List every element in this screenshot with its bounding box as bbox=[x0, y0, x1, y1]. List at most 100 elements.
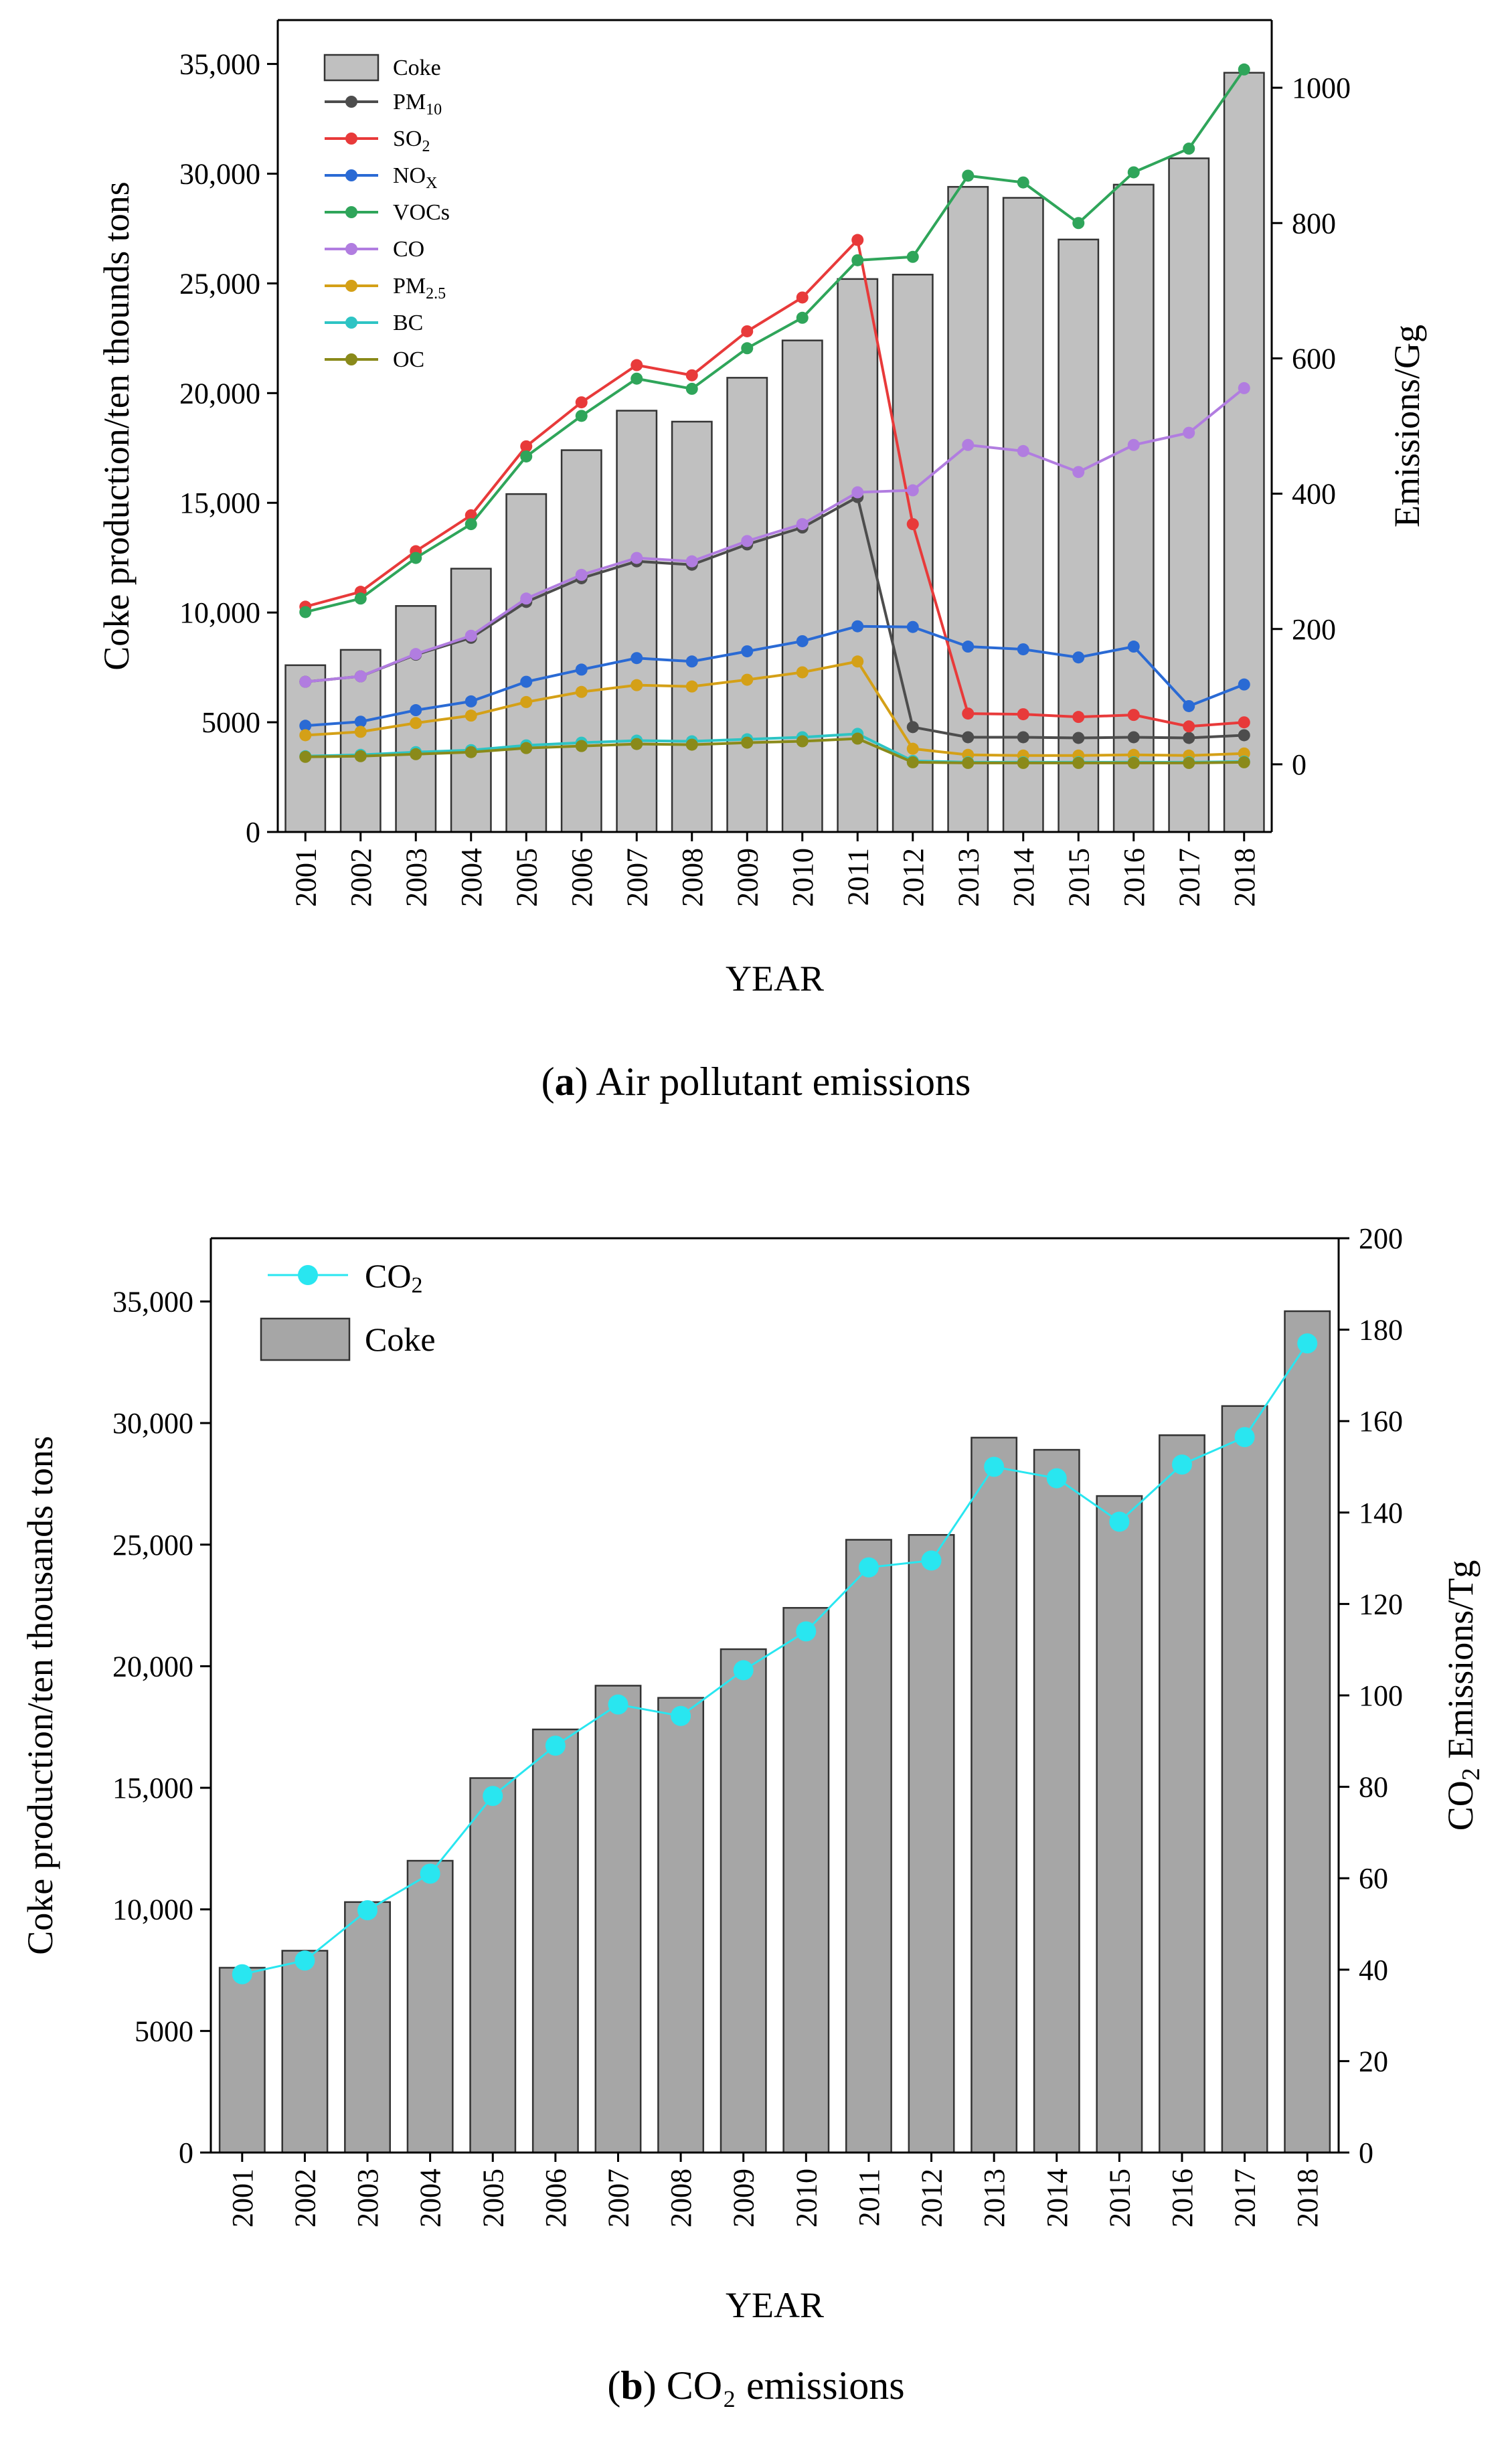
chart-a-series-oc-point-2015 bbox=[1072, 756, 1085, 769]
chart-a-xtick-label: 2009 bbox=[731, 848, 764, 907]
chart-a-ytick-label: 35,000 bbox=[179, 48, 260, 81]
chart-a-series-vocs-point-2004 bbox=[465, 518, 477, 531]
chart-a-series-nox-point-2018 bbox=[1238, 678, 1250, 691]
chart-b-y2tick-label: 160 bbox=[1359, 1405, 1403, 1438]
chart-a-series-vocs-point-2012 bbox=[906, 250, 919, 263]
chart-a-series-co-point-2014 bbox=[1017, 444, 1029, 457]
chart-b-ytick-label: 0 bbox=[179, 2136, 193, 2169]
chart-a-series-oc-point-2005 bbox=[520, 742, 533, 754]
chart-a-series-nox-point-2007 bbox=[631, 652, 643, 665]
chart-a-series-oc-point-2001 bbox=[299, 750, 312, 763]
chart-b-bar-2008 bbox=[657, 1697, 705, 2154]
chart-a-series-oc-point-2018 bbox=[1238, 756, 1250, 768]
chart-b-bar-2014 bbox=[1033, 1448, 1080, 2154]
chart-b-xtick-label: 2011 bbox=[853, 2169, 886, 2226]
chart-a-y2tick-label: 600 bbox=[1292, 342, 1336, 375]
chart-b-bar-2017 bbox=[1221, 1405, 1268, 2154]
chart-b-y2tick-label: 120 bbox=[1359, 1588, 1403, 1620]
chart-a-ytick-label: 10,000 bbox=[179, 596, 260, 629]
chart-a-series-oc-point-2010 bbox=[796, 735, 809, 748]
chart-a-legend-pm10-label-sub: 10 bbox=[426, 101, 442, 118]
chart-a-series-nox-point-2001 bbox=[299, 720, 312, 732]
chart-a-series-co-point-2012 bbox=[906, 484, 919, 497]
chart-b-series-co2-point-2009 bbox=[733, 1660, 754, 1681]
chart-a-legend-pm10-label: PM10 bbox=[393, 90, 442, 118]
chart-a-series-vocs-line bbox=[305, 68, 1246, 614]
chart-a-bar-2001 bbox=[284, 664, 327, 833]
chart-b-bar-2009 bbox=[720, 1648, 767, 2154]
chart-a-series-co-point-2003 bbox=[410, 648, 422, 661]
chart-b-bar-2003 bbox=[344, 1901, 391, 2154]
chart-b-xtick-label: 2015 bbox=[1103, 2169, 1136, 2228]
chart-a-series-so2-line bbox=[305, 237, 1244, 728]
chart-a-bar-2007 bbox=[616, 410, 658, 833]
chart-a-ytick-label: 5000 bbox=[201, 706, 260, 739]
caption-a-label: a bbox=[554, 1060, 575, 1104]
chart-b-bar-2018 bbox=[1284, 1310, 1331, 2154]
chart-a-series-pm25-point-2005 bbox=[520, 695, 533, 708]
caption-b-text: CO₂ emissions bbox=[666, 2363, 905, 2408]
chart-a-series-oc-point-2009 bbox=[741, 736, 754, 749]
chart-b-legend-coke-label: Coke bbox=[365, 1321, 436, 1358]
chart-a-series-so2-point-2006 bbox=[575, 396, 588, 409]
chart-a-series-oc-point-2003 bbox=[410, 748, 422, 760]
chart-b-series-co2-point-2011 bbox=[858, 1557, 879, 1578]
chart-b-bar-2005 bbox=[469, 1777, 517, 2154]
chart-a-series-vocs-point-2017 bbox=[1183, 143, 1195, 155]
chart-a-series-pm25-line bbox=[305, 660, 1244, 757]
chart-a-series-nox-point-2006 bbox=[575, 663, 588, 676]
chart-a-series-pm10-point-2015 bbox=[1072, 732, 1085, 744]
chart-a-series-pm25-point-2009 bbox=[741, 673, 754, 686]
chart-b-series-co2-point-2002 bbox=[295, 1950, 315, 1971]
chart-a-series-pm10-point-2014 bbox=[1017, 731, 1029, 744]
chart-a-series-oc-point-2014 bbox=[1017, 756, 1029, 769]
chart-a-series-oc-point-2012 bbox=[906, 756, 919, 768]
chart-b-y2tick-label: 180 bbox=[1359, 1314, 1403, 1347]
chart-a-ytick-label: 15,000 bbox=[179, 487, 260, 519]
chart-b-bar-2012 bbox=[908, 1533, 955, 2154]
chart-a-legend-so2-label-main: SO bbox=[393, 127, 422, 151]
chart-b-series-co2-point-2006 bbox=[545, 1736, 566, 1756]
chart-b-xtick-label: 2001 bbox=[226, 2169, 259, 2228]
chart-a-xtick-label: 2012 bbox=[897, 848, 930, 907]
chart-a-series-vocs-point-2015 bbox=[1072, 217, 1085, 230]
chart-b-y2tick-label: 80 bbox=[1359, 1771, 1388, 1804]
chart-b-series-co2-point-2014 bbox=[1046, 1468, 1067, 1489]
chart-a-legend-pm25-label-sub: 2.5 bbox=[426, 285, 446, 303]
chart-a-series-oc-point-2008 bbox=[685, 738, 698, 751]
chart-a-legend-vocs-marker bbox=[345, 206, 357, 218]
chart-b-legend-co2-label-main: CO bbox=[365, 1257, 411, 1294]
chart-b-xtick-label: 2010 bbox=[790, 2169, 823, 2228]
chart-b-ytick-label: 35,000 bbox=[112, 1285, 193, 1318]
chart-b-ytick-label: 10,000 bbox=[112, 1894, 193, 1926]
chart-b-xtick-label: 2016 bbox=[1166, 2169, 1199, 2228]
chart-a-series-vocs-point-2014 bbox=[1017, 176, 1029, 189]
chart-a-series-oc-point-2016 bbox=[1127, 756, 1140, 769]
chart-b-xtick-label: 2002 bbox=[288, 2169, 321, 2228]
chart-a-xtick-label: 2015 bbox=[1062, 848, 1095, 907]
chart-a-xtick-label: 2016 bbox=[1118, 848, 1151, 907]
chart-a-legend-pm25-label-main: PM bbox=[393, 274, 426, 299]
chart-a-xtick-label: 2004 bbox=[455, 848, 488, 907]
chart-a-series-nox-point-2010 bbox=[796, 635, 809, 647]
chart-b-series-co2-point-2001 bbox=[232, 1964, 252, 1985]
chart-b-bar-2006 bbox=[531, 1728, 579, 2154]
chart-a-series-co-point-2009 bbox=[741, 535, 754, 548]
caption-a-text: Air pollutant emissions bbox=[596, 1060, 971, 1104]
chart-a-bar-2010 bbox=[781, 339, 823, 833]
chart-b-bar-2004 bbox=[406, 1859, 454, 2154]
chart-a-series-co-point-2010 bbox=[796, 518, 809, 531]
chart-b-y2-title-sub: 2 bbox=[1457, 1768, 1485, 1780]
chart-b-xtick-label: 2005 bbox=[477, 2169, 509, 2228]
chart-b-bar-2015 bbox=[1096, 1495, 1143, 2154]
chart-a-legend-oc-label-main: OC bbox=[393, 347, 424, 372]
chart-a-series-pm10-point-2017 bbox=[1183, 732, 1195, 744]
chart-a-series-co-point-2008 bbox=[685, 555, 698, 568]
chart-b-bar-2016 bbox=[1159, 1434, 1205, 2154]
chart-a-series-so2-point-2013 bbox=[962, 707, 975, 720]
chart-a-series-nox-point-2012 bbox=[906, 620, 919, 633]
chart-a-legend-so2-marker bbox=[345, 133, 357, 145]
chart-a-series-vocs-point-2011 bbox=[851, 254, 864, 266]
chart-a-series-so2-point-2009 bbox=[741, 325, 754, 337]
chart-a-series-vocs-point-2005 bbox=[520, 450, 533, 463]
